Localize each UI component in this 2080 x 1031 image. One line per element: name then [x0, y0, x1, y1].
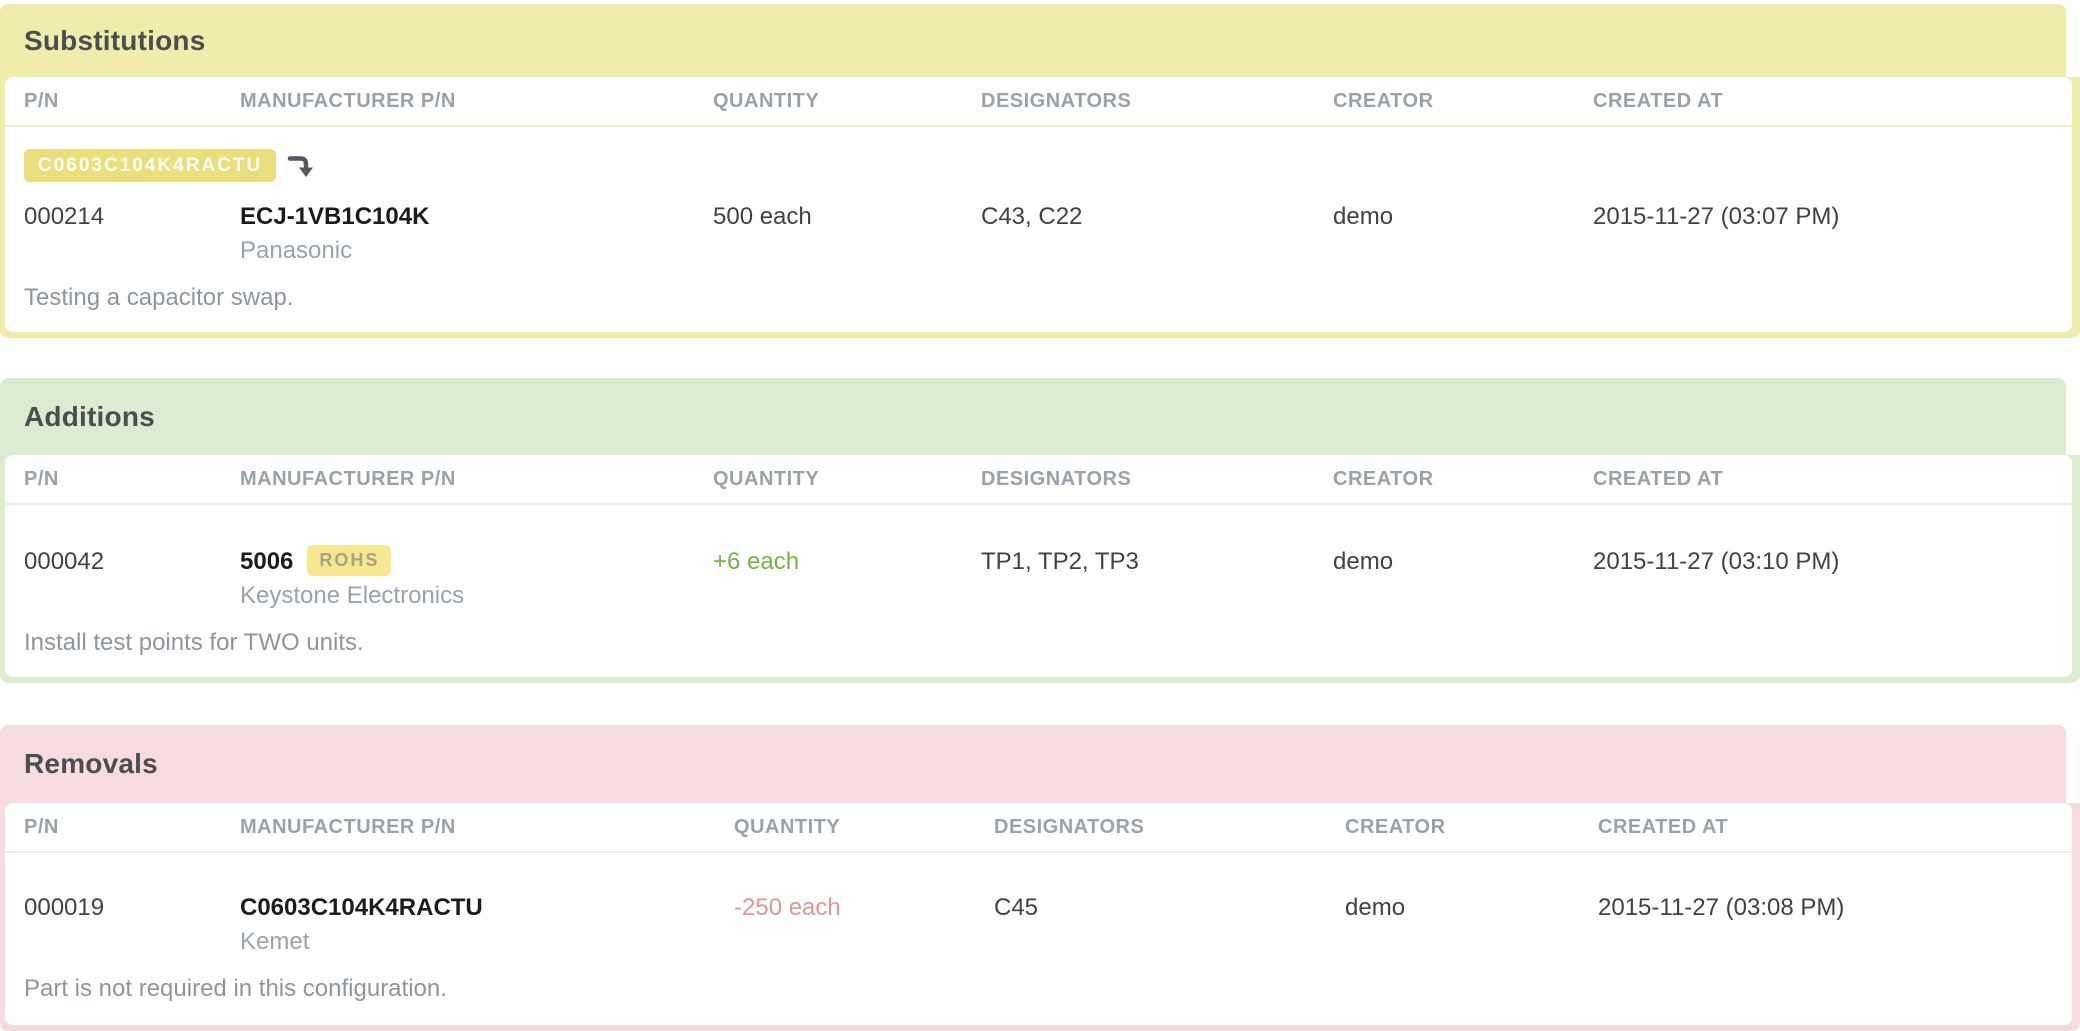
change-note: Part is not required in this configurati… [24, 975, 447, 1002]
col-header-creator: CREATOR [1333, 77, 1593, 127]
manufacturer-name: Keystone Electronics [240, 582, 465, 609]
substituted-part-chip[interactable]: C0603C104K4RACTU [24, 149, 277, 182]
removals-table: P/N MANUFACTURER P/N QUANTITY DESIGNATOR… [5, 803, 2072, 1025]
mpn-value: 5006 [240, 548, 294, 575]
substitutions-table-area: P/N MANUFACTURER P/N QUANTITY DESIGNATOR… [0, 77, 2080, 338]
creator-value: demo [1333, 548, 1394, 575]
col-header-quantity: QUANTITY [734, 803, 994, 853]
section-title-removals: Removals [24, 748, 158, 779]
additions-table-area: P/N MANUFACTURER P/N QUANTITY DESIGNATOR… [0, 455, 2080, 683]
note-row: Install test points for TWO units. [5, 613, 2072, 677]
table-header-row: P/N MANUFACTURER P/N QUANTITY DESIGNATOR… [5, 455, 2072, 505]
change-note: Testing a capacitor swap. [24, 284, 294, 311]
quantity-value: +6 each [713, 548, 800, 575]
col-header-creator: CREATOR [1345, 803, 1598, 853]
table-row: 000042 5006 ROHS Keystone Electronics +6 … [5, 504, 2072, 613]
designators-value: TP1, TP2, TP3 [981, 548, 1139, 575]
manufacturer-name: Kemet [240, 928, 310, 955]
additions-table: P/N MANUFACTURER P/N QUANTITY DESIGNATOR… [5, 455, 2072, 677]
created-at-value: 2015-11-27 (03:10 PM) [1593, 548, 1840, 575]
table-row: 000214 ECJ-1VB1C104K Panasonic 500 each … [5, 182, 2072, 268]
note-row: Testing a capacitor swap. [5, 268, 2072, 332]
rohs-badge: ROHS [307, 545, 392, 576]
substitutions-section: Substitutions P/N MANUFACTURER P/N QUANT… [0, 4, 2080, 338]
table-header-row: P/N MANUFACTURER P/N QUANTITY DESIGNATOR… [5, 77, 2072, 127]
removals-table-box: P/N MANUFACTURER P/N QUANTITY DESIGNATOR… [5, 803, 2072, 1025]
substituted-part-row: C0603C104K4RACTU [5, 126, 2072, 182]
col-header-quantity: QUANTITY [713, 77, 981, 127]
col-header-created-at: CREATED AT [1593, 77, 2072, 127]
pn-value: 000214 [24, 203, 105, 230]
removals-header-band: Removals [0, 725, 2066, 803]
creator-value: demo [1333, 203, 1394, 230]
col-header-designators: DESIGNATORS [981, 77, 1333, 127]
col-header-quantity: QUANTITY [713, 455, 981, 505]
creator-value: demo [1345, 894, 1406, 921]
col-header-creator: CREATOR [1333, 455, 1593, 505]
substitutions-header-band: Substitutions [0, 4, 2066, 77]
substitutions-table: P/N MANUFACTURER P/N QUANTITY DESIGNATOR… [5, 77, 2072, 332]
mpn-value: C0603C104K4RACTU [240, 894, 483, 921]
substitution-arrow-icon [287, 156, 314, 177]
removals-table-area: P/N MANUFACTURER P/N QUANTITY DESIGNATOR… [0, 803, 2080, 1031]
col-header-designators: DESIGNATORS [994, 803, 1345, 853]
created-at-value: 2015-11-27 (03:07 PM) [1593, 203, 1840, 230]
change-note: Install test points for TWO units. [24, 629, 364, 656]
note-row: Part is not required in this configurati… [5, 959, 2072, 1025]
col-header-pn: P/N [5, 77, 240, 127]
created-at-value: 2015-11-27 (03:08 PM) [1598, 894, 1845, 921]
section-title-substitutions: Substitutions [24, 24, 206, 56]
additions-header-band: Additions [0, 378, 2066, 455]
substitutions-table-box: P/N MANUFACTURER P/N QUANTITY DESIGNATOR… [5, 77, 2072, 332]
designators-value: C45 [994, 894, 1039, 921]
quantity-value: -250 each [734, 894, 841, 921]
manufacturer-name: Panasonic [240, 237, 353, 264]
pn-value: 000042 [24, 548, 105, 575]
pn-value: 000019 [24, 894, 105, 921]
table-header-row: P/N MANUFACTURER P/N QUANTITY DESIGNATOR… [5, 803, 2072, 853]
table-row: 000019 C0603C104K4RACTU Kemet -250 each … [5, 852, 2072, 959]
quantity-value: 500 each [713, 203, 812, 230]
col-header-pn: P/N [5, 455, 240, 505]
col-header-mpn: MANUFACTURER P/N [240, 803, 734, 853]
col-header-mpn: MANUFACTURER P/N [240, 455, 713, 505]
col-header-pn: P/N [5, 803, 240, 853]
mpn-value: ECJ-1VB1C104K [240, 203, 430, 230]
section-title-additions: Additions [24, 400, 155, 432]
col-header-designators: DESIGNATORS [981, 455, 1333, 505]
designators-value: C43, C22 [981, 203, 1083, 230]
additions-table-box: P/N MANUFACTURER P/N QUANTITY DESIGNATOR… [5, 455, 2072, 677]
additions-section: Additions P/N MANUFACTURER P/N QUANTITY … [0, 378, 2080, 683]
col-header-created-at: CREATED AT [1598, 803, 2072, 853]
removals-section: Removals P/N MANUFACTURER P/N QUANTITY D… [0, 725, 2080, 1031]
col-header-created-at: CREATED AT [1593, 455, 2072, 505]
col-header-mpn: MANUFACTURER P/N [240, 77, 713, 127]
